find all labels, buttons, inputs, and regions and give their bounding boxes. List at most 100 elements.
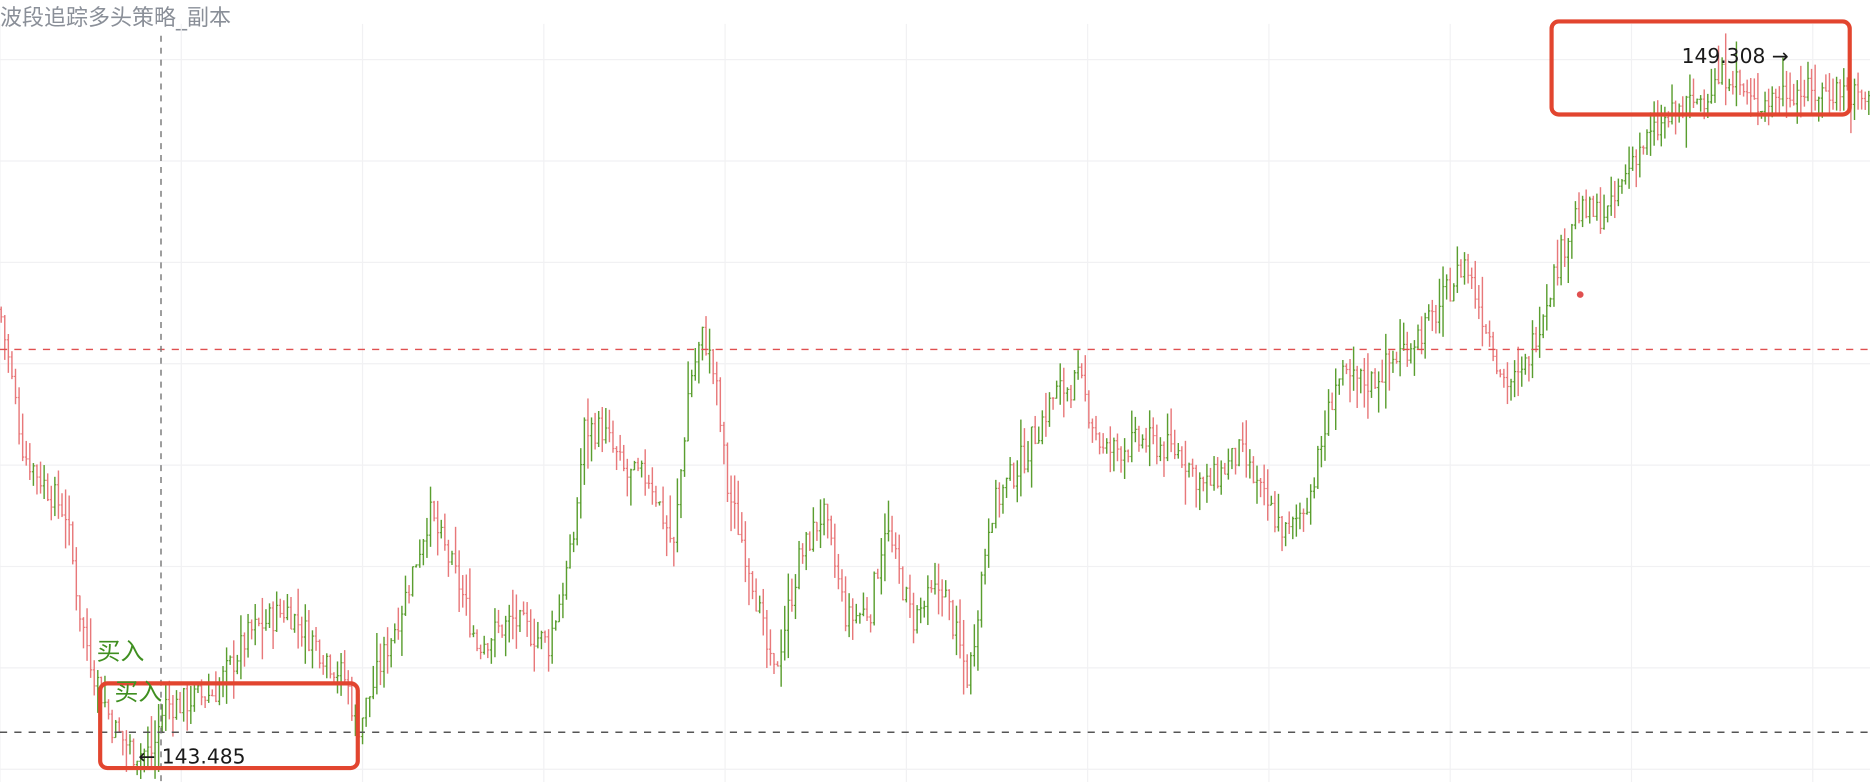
price-bar [987,518,991,568]
price-bar [210,689,214,697]
price-bar [114,719,118,739]
price-bar [1756,73,1760,126]
price-bar [1799,65,1803,118]
price-bar [253,604,257,646]
price-bar [1491,331,1495,362]
price-bar [1398,319,1402,377]
price-bar [1659,104,1663,147]
price-bar [990,522,994,533]
price-bar [1284,522,1288,547]
price-bar [1237,439,1241,467]
price-bar [479,644,483,660]
price-bar [854,603,858,624]
price-bar [894,532,898,559]
price-bar [901,566,905,601]
price-bar [1584,189,1588,219]
price-bar [815,521,819,541]
price-bar [282,600,286,623]
price-bar [572,531,576,553]
price-bar [1395,351,1398,364]
price-bar [71,521,75,565]
price-bar [1695,98,1699,105]
price-bar [1459,259,1463,278]
price-bar [980,571,983,628]
price-bar [96,670,100,713]
price-bar [1498,369,1502,378]
price-bar [1613,180,1617,219]
price-bar [1198,472,1202,511]
price-bar [325,653,329,679]
price-bar [157,704,161,772]
price-bar [1241,422,1245,453]
price-bar [1133,416,1137,443]
price-bar [1663,106,1667,139]
price-bar [375,632,379,695]
price-bar [3,315,7,360]
price-bar [1112,437,1116,472]
price-bar [1559,234,1563,286]
price-bar [650,467,654,505]
price-bar [1595,193,1599,221]
price-bar [475,629,479,652]
price-bar [937,563,941,615]
buy-signal-label: 买入 [114,678,162,706]
price-bar [783,605,787,661]
price-bar [1427,304,1431,321]
price-bar [1291,516,1295,540]
price-bar [21,413,25,462]
price-bar [994,479,998,529]
price-bar [779,629,783,687]
price-bar [203,696,207,709]
price-bar [500,624,504,638]
price-bar [364,697,368,727]
price-bar [1620,179,1624,194]
price-bar [1420,316,1424,355]
ohlc-bars [0,33,1870,779]
max-highlight-box [1549,19,1852,117]
price-bar [1670,84,1674,125]
price-bar [28,443,32,480]
price-bar [1813,64,1817,111]
price-bar [1509,378,1513,401]
price-bar [39,461,42,494]
price-bar [35,464,39,495]
price-bar [611,420,615,453]
price-bar [1820,82,1824,118]
price-bar [879,538,883,595]
price-bar [915,605,919,634]
price-bar [507,604,511,643]
price-bar [522,601,525,616]
price-bar [1684,95,1688,148]
price-bar [361,717,364,745]
price-bar [765,609,769,668]
price-bar [464,574,468,616]
price-bar [826,503,830,539]
price-bar [389,638,393,668]
price-bar [60,493,64,518]
price-bar [1416,324,1420,350]
price-bar [1259,477,1263,498]
price-bar [1513,360,1517,398]
price-bar [532,618,536,672]
price-bar [1602,194,1606,230]
price-bar [450,550,454,566]
price-bar [1234,447,1237,475]
price-bar [1749,78,1753,117]
price-bar [1488,320,1491,347]
price-bar [1423,312,1427,359]
price-bar [1738,69,1742,96]
price-bar [1309,484,1313,525]
price-bar [1745,79,1749,105]
price-bar [14,368,17,405]
price-bar [1030,426,1034,488]
price-bar [321,655,325,675]
price-bar [489,638,493,664]
price-bar [976,610,980,671]
price-bar [808,531,812,551]
price-bar [547,629,551,672]
price-bar [1316,445,1320,489]
price-bar [82,617,85,649]
price-bar [1724,33,1728,106]
